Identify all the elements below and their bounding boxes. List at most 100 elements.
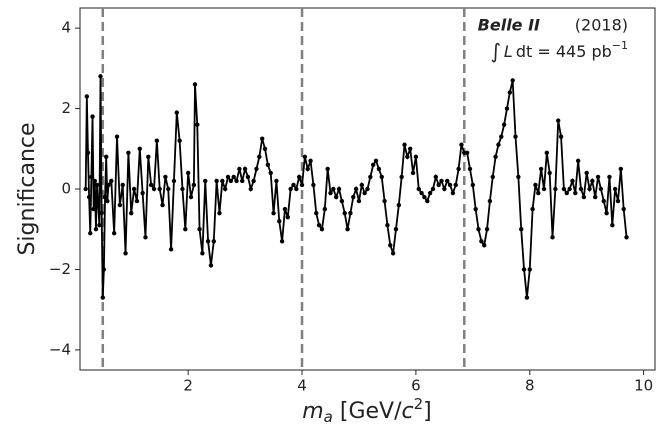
data-point bbox=[174, 110, 179, 115]
data-point bbox=[362, 190, 367, 196]
data-point bbox=[388, 243, 393, 248]
data-point bbox=[234, 178, 239, 184]
data-point bbox=[322, 206, 328, 212]
data-point bbox=[183, 227, 188, 232]
data-point bbox=[245, 174, 251, 180]
data-point bbox=[348, 210, 353, 216]
data-point bbox=[319, 227, 325, 232]
data-point bbox=[203, 178, 208, 184]
data-point bbox=[407, 146, 413, 151]
x-tick-label: 2 bbox=[183, 377, 193, 395]
data-point bbox=[84, 94, 90, 99]
data-point bbox=[422, 194, 427, 200]
lumi-part: L bbox=[504, 42, 513, 61]
y-tick-label: −4 bbox=[49, 340, 71, 358]
year-label: (2018) bbox=[575, 16, 628, 35]
data-point bbox=[570, 178, 575, 184]
data-point bbox=[288, 186, 293, 192]
data-point bbox=[618, 166, 624, 172]
data-point bbox=[584, 170, 589, 176]
data-point bbox=[527, 267, 532, 272]
data-point bbox=[439, 178, 444, 184]
data-point bbox=[427, 190, 433, 196]
data-point bbox=[328, 190, 333, 196]
data-point bbox=[262, 146, 268, 151]
data-point bbox=[299, 182, 305, 188]
data-point bbox=[419, 190, 424, 196]
data-point bbox=[291, 182, 296, 188]
data-line bbox=[84, 76, 628, 298]
data-point bbox=[259, 136, 265, 141]
data-point bbox=[482, 243, 487, 248]
data-point bbox=[464, 150, 470, 155]
data-point bbox=[405, 154, 410, 160]
data-point bbox=[231, 174, 236, 180]
data-point bbox=[305, 166, 310, 172]
data-point bbox=[240, 178, 245, 184]
data-point bbox=[376, 166, 382, 172]
data-point bbox=[111, 231, 117, 236]
data-point bbox=[148, 182, 154, 188]
data-point bbox=[496, 142, 501, 147]
data-point bbox=[430, 186, 436, 192]
data-point bbox=[217, 210, 222, 216]
data-point bbox=[185, 170, 191, 176]
data-point bbox=[339, 198, 345, 204]
data-point bbox=[254, 166, 259, 172]
data-point bbox=[85, 150, 91, 155]
data-point bbox=[615, 198, 621, 204]
data-point bbox=[214, 178, 219, 184]
data-point bbox=[86, 194, 92, 200]
data-point bbox=[146, 154, 151, 160]
data-point bbox=[621, 206, 626, 212]
data-point bbox=[109, 178, 114, 184]
data-point bbox=[442, 186, 447, 192]
data-point bbox=[607, 174, 612, 180]
data-point bbox=[373, 158, 379, 164]
lumi-part: ∫ bbox=[490, 39, 500, 63]
data-point bbox=[163, 174, 168, 180]
data-point bbox=[601, 198, 606, 204]
data-point bbox=[385, 223, 390, 228]
data-point bbox=[151, 186, 157, 192]
data-point bbox=[97, 223, 102, 228]
data-point bbox=[296, 174, 302, 180]
data-point bbox=[314, 210, 319, 216]
data-point bbox=[612, 186, 618, 192]
data-point bbox=[228, 178, 234, 184]
data-point bbox=[399, 174, 404, 180]
data-point bbox=[205, 239, 211, 244]
data-point bbox=[504, 106, 510, 111]
y-tick-label: 0 bbox=[61, 180, 71, 198]
x-label-part: ] bbox=[423, 399, 432, 424]
data-point bbox=[530, 206, 535, 212]
data-point bbox=[96, 202, 101, 208]
data-point bbox=[410, 170, 416, 176]
data-point bbox=[493, 154, 498, 160]
data-point bbox=[436, 182, 441, 188]
data-point bbox=[92, 178, 98, 184]
data-point bbox=[325, 166, 330, 172]
x-label-part: m bbox=[302, 399, 323, 424]
data-point bbox=[89, 174, 94, 180]
data-point bbox=[279, 239, 285, 244]
x-label-part: c bbox=[402, 399, 414, 424]
data-point bbox=[564, 190, 569, 196]
data-point bbox=[413, 154, 419, 160]
data-point bbox=[393, 227, 399, 232]
data-point bbox=[590, 178, 595, 184]
x-tick-label: 10 bbox=[634, 377, 653, 395]
data-point bbox=[103, 154, 109, 160]
data-point bbox=[447, 182, 453, 188]
data-point bbox=[88, 231, 93, 236]
data-point bbox=[510, 78, 515, 83]
data-point bbox=[225, 174, 231, 180]
data-point bbox=[188, 194, 194, 200]
data-point bbox=[351, 194, 356, 200]
data-point bbox=[513, 134, 518, 139]
data-point bbox=[93, 227, 99, 232]
data-point bbox=[379, 174, 384, 180]
data-point bbox=[308, 158, 313, 164]
data-point bbox=[547, 170, 552, 176]
data-point bbox=[370, 162, 376, 168]
